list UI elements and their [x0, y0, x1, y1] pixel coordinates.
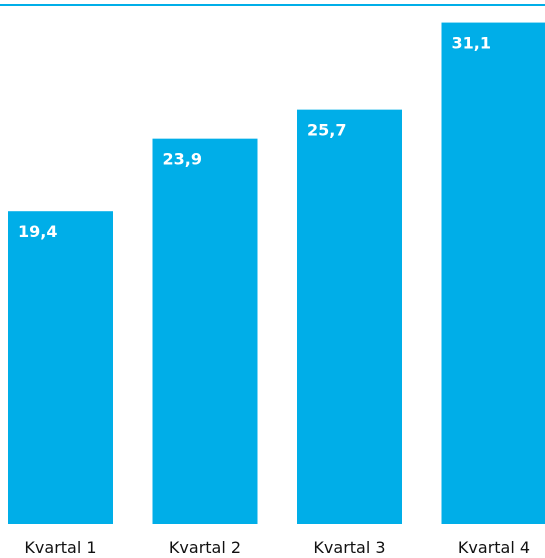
bar-value-label-3: 25,7: [307, 121, 346, 140]
bar-value-label-2: 23,9: [163, 150, 202, 169]
bars-layer: [8, 22, 545, 525]
x-tick-label-1: Kvartal 1: [24, 538, 96, 557]
x-tick-label-4: Kvartal 4: [458, 538, 530, 557]
x-axis-tick-labels: Kvartal 1 Kvartal 2 Kvartal 3 Kvartal 4: [24, 538, 530, 557]
x-tick-label-2: Kvartal 2: [169, 538, 241, 557]
bar-4: [441, 22, 545, 525]
bar-2: [152, 138, 258, 525]
bar-value-label-1: 19,4: [18, 222, 57, 241]
value-labels-layer: 19,4 23,9 25,7 31,1: [18, 34, 491, 242]
x-tick-label-3: Kvartal 3: [313, 538, 385, 557]
bar-value-label-4: 31,1: [452, 34, 491, 53]
bar-3: [297, 109, 402, 524]
bar-1: [8, 211, 113, 524]
